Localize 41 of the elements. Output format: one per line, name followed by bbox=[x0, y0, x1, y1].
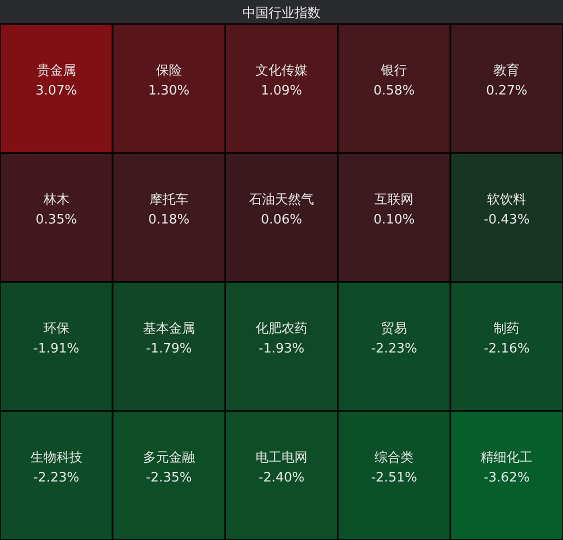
category-label: 电工电网 bbox=[256, 450, 308, 466]
data-label: -1.91% bbox=[33, 342, 80, 356]
category-label: 保险 bbox=[156, 64, 182, 78]
data-label: -3.62% bbox=[484, 470, 530, 486]
category-label: 多元金融 bbox=[142, 450, 195, 466]
data-label: 1.30% bbox=[148, 84, 190, 98]
data-label: -0.43% bbox=[484, 212, 530, 228]
data-label: 3.07% bbox=[36, 84, 77, 98]
data-label: 0.35% bbox=[36, 212, 77, 228]
category-label: 互联网 bbox=[374, 192, 414, 208]
data-label: 0.10% bbox=[373, 212, 415, 228]
data-label: -2.35% bbox=[146, 470, 192, 486]
data-label: 0.58% bbox=[373, 84, 415, 98]
category-label: 软饮料 bbox=[487, 192, 526, 208]
category-label: 精细化工 bbox=[480, 450, 533, 466]
category-label: 银行 bbox=[380, 64, 408, 78]
data-label: 0.27% bbox=[486, 84, 528, 98]
category-label: 摩托车 bbox=[149, 192, 188, 208]
category-label: 贵金属 bbox=[36, 64, 76, 78]
category-label: 文化传媒 bbox=[256, 64, 308, 78]
text: 中国行业指数 bbox=[242, 6, 320, 21]
data-label: -1.93% bbox=[258, 342, 304, 356]
category-label: 制药 bbox=[494, 322, 520, 336]
category-label: 林木 bbox=[42, 192, 70, 208]
data-label: 0.06% bbox=[260, 212, 302, 228]
data-label: -1.79% bbox=[146, 342, 192, 356]
category-label: 石油天然气 bbox=[249, 192, 314, 208]
data-label: -2.40% bbox=[258, 470, 304, 486]
category-label: 生物科技 bbox=[30, 450, 82, 466]
data-label: 1.09% bbox=[260, 84, 302, 98]
data-label: -2.23% bbox=[33, 470, 80, 486]
data-label: -2.16% bbox=[484, 342, 530, 356]
category-label: 环保 bbox=[43, 322, 70, 336]
data-label: -2.51% bbox=[371, 470, 418, 486]
category-label: 贸易 bbox=[381, 322, 408, 336]
data-label: 0.18% bbox=[148, 212, 190, 228]
category-label: 基本金属 bbox=[142, 322, 195, 336]
category-label: 教育 bbox=[494, 62, 520, 78]
data-label: -2.23% bbox=[371, 342, 418, 356]
category-label: 综合类 bbox=[374, 450, 414, 466]
category-label: 化肥农药 bbox=[256, 322, 308, 336]
